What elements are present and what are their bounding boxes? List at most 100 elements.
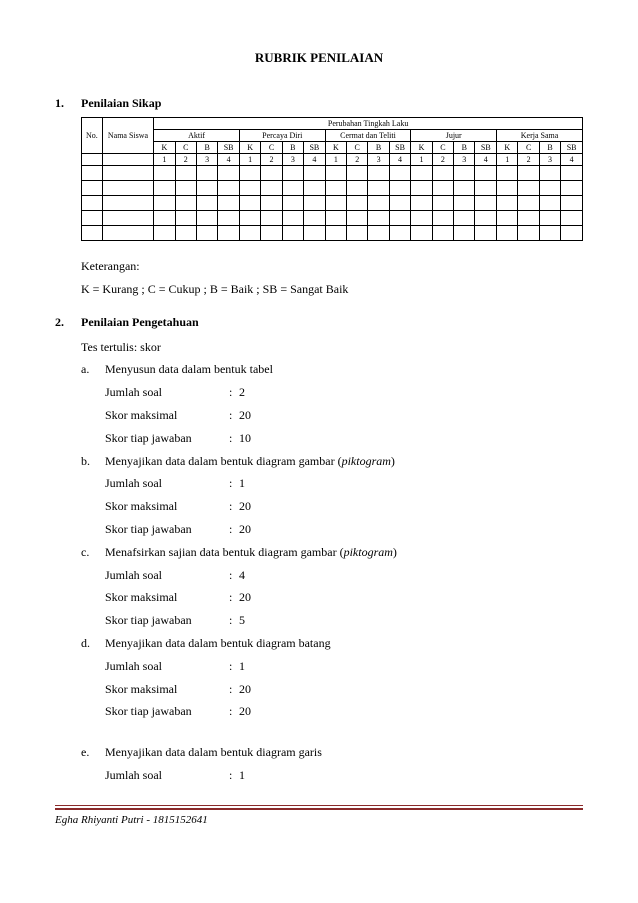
table-row <box>82 196 583 211</box>
num-cell: 2 <box>175 154 196 166</box>
num-cell: 4 <box>389 154 411 166</box>
kv-sep: : <box>229 518 239 541</box>
kv-label: Jumlah soal <box>105 381 229 404</box>
item-content: Menyajikan data dalam bentuk diagram gam… <box>105 450 583 541</box>
sub-header: K <box>154 142 175 154</box>
group-header: Percaya Diri <box>239 130 325 142</box>
kv-value: 20 <box>239 404 251 427</box>
kv-label: Skor maksimal <box>105 404 229 427</box>
sub-header: K <box>325 142 346 154</box>
sub-header: SB <box>475 142 497 154</box>
kv-sep: : <box>229 495 239 518</box>
sub-header: B <box>368 142 389 154</box>
kv-value: 10 <box>239 427 251 450</box>
keterangan-text: K = Kurang ; C = Cukup ; B = Baik ; SB =… <box>81 278 583 301</box>
item-content: Menafsirkan sajian data bentuk diagram g… <box>105 541 583 632</box>
keterangan-label: Keterangan: <box>81 255 583 278</box>
item-letter: b. <box>81 450 105 541</box>
num-cell: 3 <box>454 154 475 166</box>
keterangan-block: Keterangan: K = Kurang ; C = Cukup ; B =… <box>81 255 583 301</box>
table-row <box>82 226 583 241</box>
sub-header: K <box>497 142 518 154</box>
item-desc: Menafsirkan sajian data bentuk diagram g… <box>105 541 583 564</box>
sub-header: C <box>432 142 453 154</box>
rubric-table: No. Nama Siswa Perubahan Tingkah Laku Ak… <box>81 117 583 241</box>
kv-label: Skor tiap jawaban <box>105 427 229 450</box>
section-2-body: Tes tertulis: skor a.Menyusun data dalam… <box>81 336 583 787</box>
kv-sep: : <box>229 381 239 404</box>
sub-header: K <box>239 142 260 154</box>
sub-header: SB <box>304 142 326 154</box>
kv-value: 20 <box>239 678 251 701</box>
sub-header: B <box>282 142 303 154</box>
kv-label: Jumlah soal <box>105 655 229 678</box>
kv-label: Jumlah soal <box>105 472 229 495</box>
kv-value: 1 <box>239 764 245 787</box>
group-header: Cermat dan Teliti <box>325 130 411 142</box>
table-row <box>82 211 583 226</box>
sub-header: C <box>175 142 196 154</box>
kv-sep: : <box>229 564 239 587</box>
sub-header: SB <box>561 142 583 154</box>
list-item: b.Menyajikan data dalam bentuk diagram g… <box>81 450 583 541</box>
num-cell: 2 <box>347 154 368 166</box>
section-2-title: Penilaian Pengetahuan <box>81 315 199 330</box>
num-cell: 4 <box>218 154 240 166</box>
table-row <box>82 181 583 196</box>
kv-sep: : <box>229 427 239 450</box>
kv-row: Skor tiap jawaban: 10 <box>105 427 583 450</box>
item-content: Menyajikan data dalam bentuk diagram bat… <box>105 632 583 723</box>
sub-header: B <box>454 142 475 154</box>
kv-label: Jumlah soal <box>105 764 229 787</box>
item-letter: c. <box>81 541 105 632</box>
num-cell: 1 <box>325 154 346 166</box>
kv-label: Skor maksimal <box>105 678 229 701</box>
item-desc: Menyajikan data dalam bentuk diagram bat… <box>105 632 583 655</box>
num-cell: 4 <box>475 154 497 166</box>
num-cell: 3 <box>539 154 560 166</box>
sub-header: SB <box>218 142 240 154</box>
kv-sep: : <box>229 472 239 495</box>
footer-text: Egha Rhiyanti Putri - 1815152641 <box>55 814 583 826</box>
kv-row: Skor tiap jawaban: 20 <box>105 700 583 723</box>
col-nama: Nama Siswa <box>102 118 153 154</box>
header-top: Perubahan Tingkah Laku <box>154 118 583 130</box>
kv-value: 20 <box>239 586 251 609</box>
kv-row: Skor maksimal: 20 <box>105 678 583 701</box>
kv-row: Skor maksimal: 20 <box>105 404 583 427</box>
sub-header: SB <box>389 142 411 154</box>
sub-header: B <box>539 142 560 154</box>
sub-header: C <box>261 142 282 154</box>
group-header: Jujur <box>411 130 497 142</box>
kv-value: 20 <box>239 700 251 723</box>
kv-row: Jumlah soal: 1 <box>105 655 583 678</box>
kv-row: Jumlah soal: 2 <box>105 381 583 404</box>
kv-label: Skor maksimal <box>105 495 229 518</box>
item-desc: Menyajikan data dalam bentuk diagram gam… <box>105 450 583 473</box>
kv-sep: : <box>229 678 239 701</box>
kv-row: Jumlah soal: 1 <box>105 472 583 495</box>
section-1-title: Penilaian Sikap <box>81 96 161 111</box>
kv-sep: : <box>229 655 239 678</box>
kv-sep: : <box>229 764 239 787</box>
num-cell: 4 <box>304 154 326 166</box>
item-desc: Menyajikan data dalam bentuk diagram gar… <box>105 741 583 764</box>
num-cell: 1 <box>154 154 175 166</box>
col-no: No. <box>82 118 103 154</box>
section-1-num: 1. <box>55 96 81 111</box>
num-cell: 4 <box>561 154 583 166</box>
kv-row: Skor tiap jawaban: 5 <box>105 609 583 632</box>
kv-sep: : <box>229 700 239 723</box>
list-item: a.Menyusun data dalam bentuk tabelJumlah… <box>81 358 583 449</box>
sub-header: C <box>347 142 368 154</box>
num-cell: 2 <box>518 154 539 166</box>
num-cell: 3 <box>368 154 389 166</box>
num-cell: 2 <box>261 154 282 166</box>
kv-value: 20 <box>239 518 251 541</box>
item-letter: a. <box>81 358 105 449</box>
kv-row: Skor maksimal: 20 <box>105 495 583 518</box>
kv-label: Skor tiap jawaban <box>105 518 229 541</box>
list-item: e.Menyajikan data dalam bentuk diagram g… <box>81 741 583 787</box>
item-letter: e. <box>81 741 105 787</box>
num-cell: 1 <box>411 154 432 166</box>
